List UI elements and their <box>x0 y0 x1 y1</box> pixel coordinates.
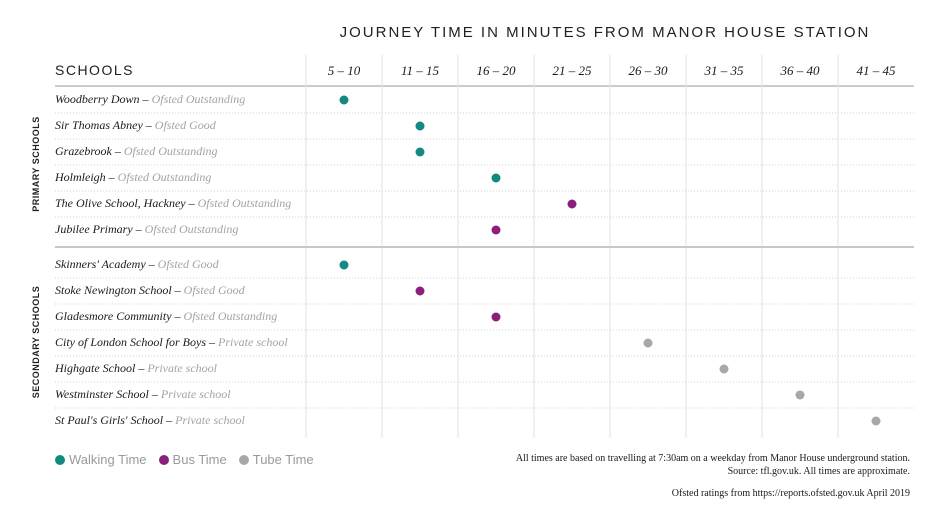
journey-time-point <box>643 338 653 348</box>
ofsted-rating: Private school <box>175 413 245 427</box>
ofsted-rating: Private school <box>147 361 217 375</box>
school-name: Stoke Newington School – <box>55 283 184 297</box>
column-label: 26 – 30 <box>628 63 668 78</box>
school-name: Jubilee Primary – <box>55 222 145 236</box>
school-row-label: Skinners' Academy – Ofsted Good <box>55 257 219 272</box>
journey-time-point <box>491 173 501 183</box>
legend-dot-tube <box>238 454 249 465</box>
school-row-label: Sir Thomas Abney – Ofsted Good <box>55 118 216 133</box>
legend-label-tube: Tube Time <box>252 452 314 467</box>
legend-item-tube: Tube Time <box>238 452 314 467</box>
group-label-primary: PRIMARY SCHOOLS <box>31 116 41 212</box>
school-row-label: City of London School for Boys – Private… <box>55 335 288 350</box>
ofsted-rating: Ofsted Good <box>183 283 245 297</box>
legend: Walking Time Bus Time Tube Time <box>55 452 314 467</box>
legend-label-bus: Bus Time <box>172 452 227 467</box>
school-name: Gladesmore Community – <box>55 309 184 323</box>
ofsted-rating: Ofsted Outstanding <box>197 196 292 210</box>
school-name: City of London School for Boys – <box>55 335 218 349</box>
journey-time-point <box>415 147 425 157</box>
school-row-label: Stoke Newington School – Ofsted Good <box>55 283 245 298</box>
school-row-label: Grazebrook – Ofsted Outstanding <box>55 144 218 159</box>
school-name: Westminster School – <box>55 387 161 401</box>
ofsted-rating: Private school <box>160 387 231 401</box>
legend-item-walking: Walking Time <box>55 452 147 467</box>
school-name: Woodberry Down – <box>55 92 152 106</box>
school-name: Skinners' Academy – <box>55 257 158 271</box>
ofsted-rating: Ofsted Good <box>157 257 219 271</box>
column-label: 16 – 20 <box>476 63 516 78</box>
school-row-label: Holmleigh – Ofsted Outstanding <box>55 170 211 185</box>
school-row-label: St Paul's Girls' School – Private school <box>55 413 245 428</box>
legend-item-bus: Bus Time <box>158 452 227 467</box>
school-name: Holmleigh – <box>55 170 118 184</box>
ofsted-rating: Ofsted Outstanding <box>183 309 278 323</box>
school-row-label: Westminster School – Private school <box>55 387 231 402</box>
schools-column-header: SCHOOLS <box>55 62 134 78</box>
school-name: St Paul's Girls' School – <box>55 413 176 427</box>
column-label: 21 – 25 <box>552 63 592 78</box>
school-name: Grazebrook – <box>55 144 124 158</box>
journey-time-point <box>871 416 881 426</box>
journey-time-point <box>339 260 349 270</box>
footnote-line-2: Source: tfl.gov.uk. All times are approx… <box>727 466 910 477</box>
footnote: All times are based on travelling at 7:3… <box>516 452 910 478</box>
school-name: Sir Thomas Abney – <box>55 118 155 132</box>
ofsted-rating: Ofsted Outstanding <box>123 144 218 158</box>
ofsted-rating: Ofsted Outstanding <box>117 170 212 184</box>
school-name: The Olive School, Hackney – <box>55 196 198 210</box>
journey-time-point <box>795 390 805 400</box>
ofsted-rating: Ofsted Good <box>154 118 216 132</box>
school-row-label: Jubilee Primary – Ofsted Outstanding <box>55 222 238 237</box>
group-label-secondary: SECONDARY SCHOOLS <box>31 285 41 399</box>
legend-dot-walking <box>55 454 65 465</box>
journey-time-point <box>415 286 425 296</box>
journey-time-point <box>415 121 425 131</box>
journey-time-point <box>567 199 577 209</box>
column-label: 36 – 40 <box>780 63 820 78</box>
chart-title: JOURNEY TIME IN MINUTES FROM MANOR HOUSE… <box>339 24 871 41</box>
journey-time-point <box>339 95 349 105</box>
column-label: 41 – 45 <box>856 63 896 78</box>
school-row-label: The Olive School, Hackney – Ofsted Outst… <box>55 196 291 211</box>
ofsted-source-note: Ofsted ratings from https://reports.ofst… <box>671 488 910 499</box>
footnote-line-1: All times are based on travelling at 7:3… <box>515 453 910 464</box>
journey-time-point <box>491 225 501 235</box>
ofsted-rating: Private school <box>218 335 288 349</box>
column-label: 31 – 35 <box>704 63 744 78</box>
ofsted-rating: Ofsted Outstanding <box>144 222 239 236</box>
school-row-label: Highgate School – Private school <box>55 361 217 376</box>
journey-time-point <box>491 312 501 322</box>
column-label: 5 – 10 <box>327 63 361 78</box>
school-name: Highgate School – <box>55 361 148 375</box>
column-label: 11 – 15 <box>400 63 440 78</box>
school-row-label: Gladesmore Community – Ofsted Outstandin… <box>55 309 277 324</box>
legend-dot-bus <box>158 454 169 465</box>
school-row-label: Woodberry Down – Ofsted Outstanding <box>55 92 245 107</box>
legend-label-walking: Walking Time <box>69 452 147 467</box>
journey-time-point <box>719 364 729 374</box>
ofsted-rating: Ofsted Outstanding <box>151 92 246 106</box>
